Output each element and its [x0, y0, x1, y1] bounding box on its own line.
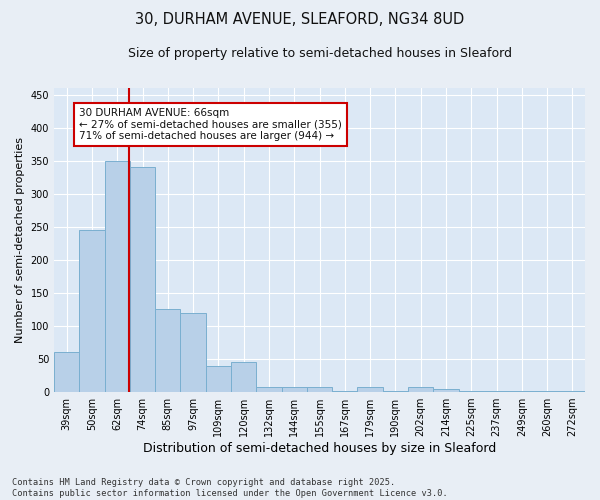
Bar [560, 391, 585, 392]
Bar [307, 387, 332, 392]
Bar [79, 230, 104, 392]
Bar [358, 387, 383, 392]
Bar [458, 391, 484, 392]
Bar [484, 391, 509, 392]
Bar [509, 391, 535, 392]
Bar [104, 161, 130, 392]
Text: 30, DURHAM AVENUE, SLEAFORD, NG34 8UD: 30, DURHAM AVENUE, SLEAFORD, NG34 8UD [136, 12, 464, 28]
Bar [54, 352, 79, 392]
Bar [281, 387, 307, 392]
Text: Contains HM Land Registry data © Crown copyright and database right 2025.
Contai: Contains HM Land Registry data © Crown c… [12, 478, 448, 498]
Title: Size of property relative to semi-detached houses in Sleaford: Size of property relative to semi-detach… [128, 48, 512, 60]
Bar [332, 391, 358, 392]
Bar [535, 391, 560, 392]
Bar [433, 390, 458, 392]
Bar [383, 391, 408, 392]
Bar [231, 362, 256, 392]
Y-axis label: Number of semi-detached properties: Number of semi-detached properties [15, 137, 25, 343]
Bar [181, 313, 206, 392]
Bar [256, 387, 281, 392]
Bar [206, 366, 231, 392]
X-axis label: Distribution of semi-detached houses by size in Sleaford: Distribution of semi-detached houses by … [143, 442, 496, 455]
Bar [155, 310, 181, 392]
Text: 30 DURHAM AVENUE: 66sqm
← 27% of semi-detached houses are smaller (355)
71% of s: 30 DURHAM AVENUE: 66sqm ← 27% of semi-de… [79, 108, 342, 141]
Bar [130, 168, 155, 392]
Bar [408, 387, 433, 392]
